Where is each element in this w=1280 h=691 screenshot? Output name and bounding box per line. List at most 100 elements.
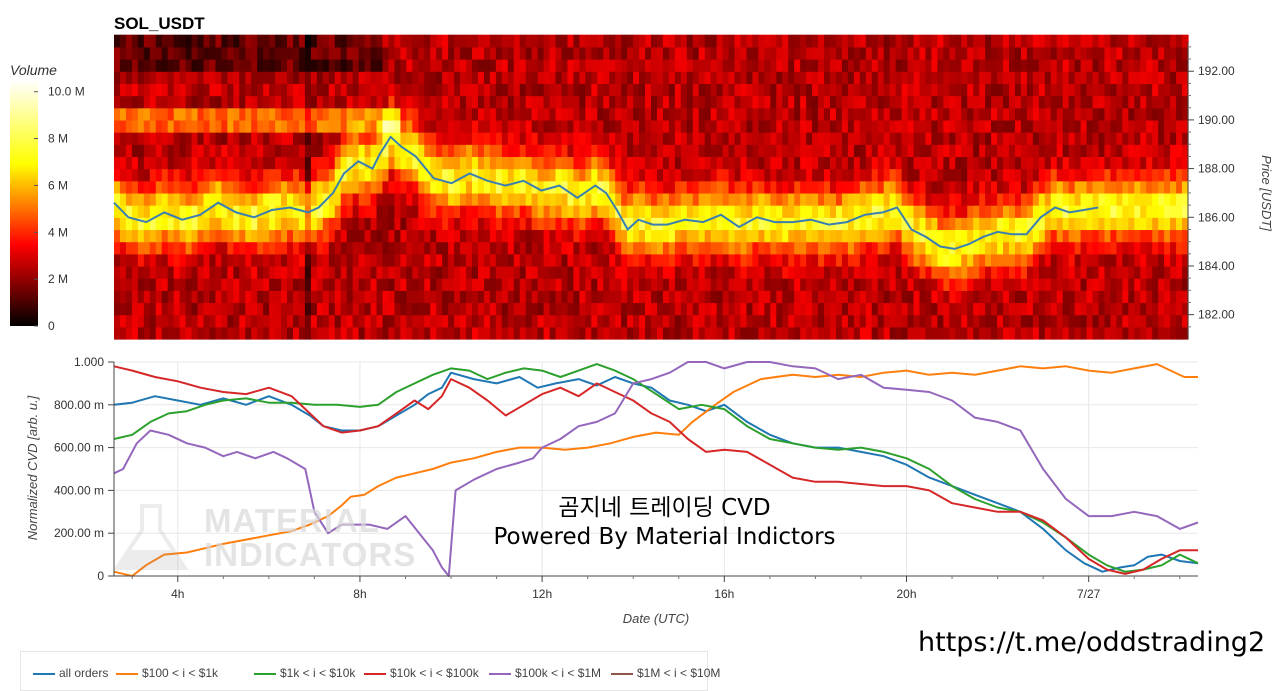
heatmap-cell <box>841 34 849 48</box>
heatmap-cell <box>847 46 855 60</box>
heatmap-cell <box>549 314 557 328</box>
heatmap-cell <box>668 71 676 84</box>
heatmap-cell <box>537 253 545 267</box>
heatmap-cell <box>788 217 795 231</box>
heatmap-cell <box>818 107 825 121</box>
heatmap-cell <box>167 314 175 328</box>
heatmap-cell <box>1080 205 1088 218</box>
heatmap-cell <box>507 180 515 194</box>
heatmap-cell <box>674 132 682 145</box>
heatmap-cell <box>740 95 748 109</box>
heatmap-cell <box>1068 95 1076 109</box>
heatmap-cell <box>1128 83 1135 97</box>
heatmap-cell <box>436 168 443 182</box>
x-tick-label: 4h <box>171 587 184 601</box>
legend-item[interactable]: $1M < i < $10M <box>611 666 720 680</box>
heatmap-cell <box>376 107 384 121</box>
heatmap-cell <box>895 71 903 84</box>
heatmap-cell <box>645 180 652 194</box>
heatmap-cell <box>191 95 199 109</box>
heatmap-cell <box>639 168 646 182</box>
heatmap-cell <box>382 180 390 194</box>
heatmap-cell <box>221 46 228 60</box>
heatmap-cell <box>716 132 724 145</box>
heatmap-cell <box>364 302 372 316</box>
legend-item[interactable]: $10k < i < $100k <box>364 666 479 680</box>
heatmap-cell <box>561 326 569 340</box>
legend-item[interactable]: all orders <box>33 666 108 680</box>
heatmap-cell <box>555 241 563 255</box>
heatmap-cell <box>191 144 199 158</box>
heatmap-cell <box>812 144 819 158</box>
heatmap-cell <box>346 168 354 182</box>
heatmap-cell <box>961 168 968 182</box>
heatmap-cell <box>430 314 437 328</box>
heatmap-cell <box>352 95 360 109</box>
heatmap-cell <box>710 253 718 267</box>
heatmap-cell <box>853 46 861 60</box>
heatmap-cell <box>1003 144 1010 158</box>
heatmap-cell <box>1122 83 1129 97</box>
heatmap-cell <box>406 71 413 84</box>
heatmap-cell <box>662 265 670 279</box>
heatmap-cell <box>651 205 658 218</box>
heatmap-cell <box>495 156 503 170</box>
heatmap-cell <box>680 326 688 340</box>
heatmap-cell <box>1038 119 1046 133</box>
heatmap-cell <box>991 205 998 218</box>
heatmap-cell <box>161 253 169 267</box>
heatmap-cell <box>477 205 485 218</box>
heatmap-cell <box>1146 34 1153 48</box>
heatmap-cell <box>806 265 813 279</box>
heatmap-cell <box>985 290 992 304</box>
heatmap-cell <box>591 290 598 304</box>
heatmap-cell <box>603 144 610 158</box>
legend-item[interactable]: $100k < i < $1M <box>489 666 601 680</box>
heatmap-cell <box>197 326 205 340</box>
heatmap-cell <box>776 217 783 231</box>
heatmap-cell <box>531 205 539 218</box>
legend-item[interactable]: $100 < i < $1k <box>116 666 218 680</box>
heatmap-cell <box>597 119 604 133</box>
heatmap-cell <box>322 229 330 243</box>
heatmap-cell <box>251 229 258 243</box>
heatmap-cell <box>1122 265 1129 279</box>
heatmap-cell <box>537 59 545 72</box>
heatmap-cell <box>1128 59 1135 72</box>
heatmap-cell <box>460 290 467 304</box>
heatmap-cell <box>364 71 372 84</box>
telegram-link[interactable]: https://t.me/oddstrading2 <box>918 627 1266 658</box>
heatmap-cell <box>830 83 837 97</box>
heatmap-cell <box>645 326 652 340</box>
heatmap-cell <box>585 180 592 194</box>
heatmap-cell <box>841 107 849 121</box>
heatmap-cell <box>949 95 956 109</box>
heatmap-cell <box>489 34 497 48</box>
legend-item[interactable]: $1k < i < $10k <box>254 666 355 680</box>
heatmap-cell <box>585 290 592 304</box>
heatmap-cell <box>907 253 915 267</box>
heatmap-cell <box>1014 132 1022 145</box>
heatmap-cell <box>931 265 938 279</box>
heatmap-cell <box>901 290 909 304</box>
heatmap-cell <box>841 229 849 243</box>
heatmap-cell <box>997 290 1004 304</box>
heatmap-cell <box>406 156 413 170</box>
heatmap-cell <box>585 83 592 97</box>
heatmap-cell <box>1080 180 1088 194</box>
heatmap-cell <box>686 180 694 194</box>
heatmap-cell <box>698 278 706 291</box>
heatmap-cell <box>131 265 139 279</box>
heatmap-cell <box>1182 156 1189 170</box>
heatmap-cell <box>704 71 712 84</box>
heatmap-cell <box>1014 217 1022 231</box>
heatmap-cell <box>119 95 127 109</box>
heatmap-cell <box>710 156 718 170</box>
heatmap-cell <box>841 314 849 328</box>
heatmap-cell <box>376 180 384 194</box>
heatmap-cell <box>949 326 956 340</box>
heatmap-cell <box>293 168 300 182</box>
heatmap-cell <box>448 83 455 97</box>
heatmap-cell <box>424 314 431 328</box>
heatmap-cell <box>394 205 401 218</box>
